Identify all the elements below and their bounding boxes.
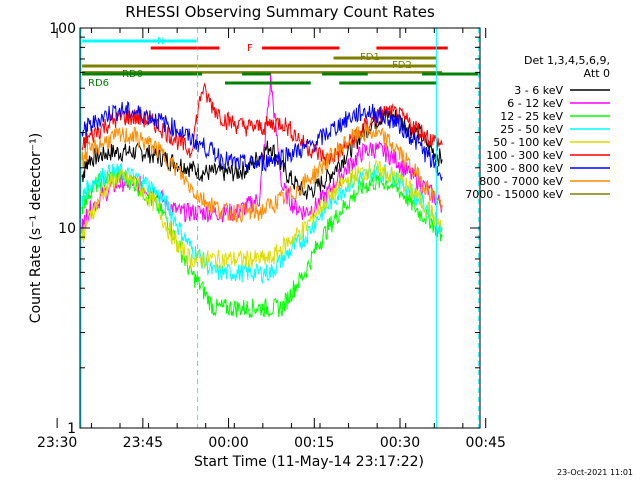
chart-title: RHESSI Observing Summary Count Rates — [125, 3, 435, 21]
series-line-5 — [81, 82, 443, 167]
flags-layer: N F FD1 FD2 RD0 RD6 — [80, 28, 480, 428]
y-axis-label: Count Rate (s⁻¹ detector⁻¹) — [28, 133, 44, 323]
legend-label-3: 25 - 50 keV — [500, 123, 563, 136]
x-tick-label-4: 00:30 — [380, 435, 420, 451]
series-line-4 — [81, 159, 443, 270]
x-tick-label-5: 00:45 — [466, 435, 506, 451]
y-tick-label-2: 100 — [49, 21, 76, 37]
legend-label-5: 100 - 300 keV — [486, 149, 563, 162]
x-axis-label: Start Time (11-May-14 23:17:22) — [194, 454, 424, 470]
x-tick-label-1: 23:45 — [123, 435, 163, 451]
series-line-6 — [81, 100, 443, 181]
x-axis: 23:30 23:45 00:00 00:15 00:30 00:45 — [37, 28, 506, 451]
legend-header-line1: Det 1,3,4,5,6,9, — [524, 54, 610, 67]
legend-label-6: 300 - 800 keV — [486, 162, 563, 175]
legend-label-0: 3 - 6 keV — [514, 84, 563, 97]
x-tick-label-3: 00:15 — [294, 435, 334, 451]
flag-rd6-label: RD6 — [88, 78, 109, 89]
legend-label-1: 6 - 12 keV — [507, 97, 563, 110]
data-layer — [81, 71, 443, 319]
legend-label-2: 12 - 25 keV — [500, 110, 563, 123]
y-tick-label-1: 10 — [58, 221, 76, 237]
footer-date: 23-Oct-2021 11:01 — [557, 468, 633, 477]
flag-fd2-label: FD2 — [392, 60, 412, 71]
flag-fd1-label: FD1 — [360, 52, 380, 63]
legend-label-7: 800 - 7000 keV — [479, 175, 563, 188]
y-axis: 1 10 100 — [49, 21, 480, 437]
legend-label-4: 50 - 100 keV — [493, 136, 563, 149]
x-tick-label-0: 23:30 — [37, 435, 77, 451]
series-line-7 — [81, 123, 443, 223]
flag-f-label: F — [247, 43, 253, 54]
legend-header-line2: Att 0 — [584, 67, 610, 80]
x-tick-label-2: 00:00 — [208, 435, 248, 451]
legend-label-8: 7000 - 15000 keV — [465, 188, 563, 201]
y-tick-label-0: 1 — [67, 421, 76, 437]
flag-n-label: N — [157, 36, 164, 47]
flag-rd0-label: RD0 — [122, 69, 143, 80]
